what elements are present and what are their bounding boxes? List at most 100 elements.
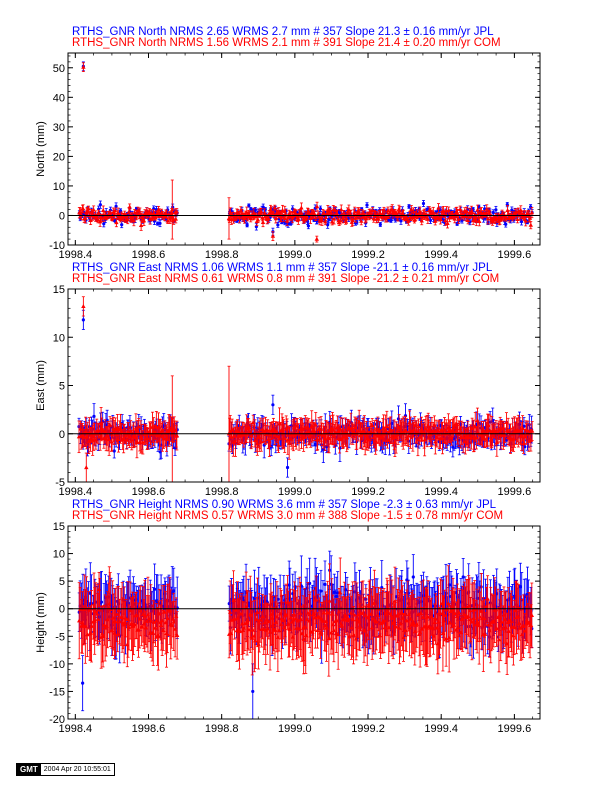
data-point-com (380, 211, 385, 216)
data-point-com (381, 207, 387, 212)
data-point-jpl (271, 403, 275, 407)
data-point-com (284, 218, 290, 223)
data-point-jpl (327, 217, 331, 221)
data-point-com (406, 218, 411, 223)
data-point-jpl (120, 223, 124, 227)
data-point-com (88, 218, 93, 223)
data-point-com (109, 439, 114, 444)
x-tick-label: 1999.4 (424, 249, 458, 261)
plot-frame (67, 52, 541, 246)
data-point-com (131, 218, 137, 223)
data-point-com (321, 210, 327, 215)
chart-title-jpl: RTHS_GNR North NRMS 2.65 WRMS 2.7 mm # 3… (72, 26, 494, 38)
data-point-jpl (428, 218, 433, 222)
data-point-com (465, 217, 471, 222)
data-point-com (376, 216, 381, 221)
data-point-com (281, 215, 287, 220)
data-point-jpl (326, 223, 330, 227)
data-point-com (86, 438, 91, 443)
data-point-jpl (112, 449, 116, 453)
data-point-com (107, 422, 113, 427)
chart-panel-north: RTHS_GNR North NRMS 2.65 WRMS 2.7 mm # 3… (35, 26, 541, 261)
data-point-com (385, 208, 391, 213)
data-point-com (127, 204, 132, 209)
data-point-com (397, 208, 403, 213)
data-point-jpl (399, 219, 403, 223)
data-point-jpl (102, 222, 106, 226)
y-tick-label: -10 (49, 240, 65, 252)
x-tick-label: 1999.0 (278, 249, 312, 261)
data-point-com (446, 208, 451, 213)
data-point-com (475, 207, 480, 212)
data-point-com (477, 219, 482, 224)
data-point-com (260, 219, 266, 224)
data-point-com (95, 217, 101, 222)
data-point-com (419, 218, 424, 223)
data-point-com (147, 209, 152, 214)
data-point-com (264, 214, 269, 219)
data-point-com (165, 218, 170, 223)
data-point-com (83, 215, 88, 220)
data-point-com (81, 64, 86, 69)
data-point-com (338, 218, 343, 223)
data-point-com (370, 208, 375, 213)
chart-panel-east: RTHS_GNR East NRMS 1.06 WRMS 1.1 mm # 35… (35, 262, 541, 498)
data-point-com (86, 206, 91, 211)
data-point-jpl (285, 465, 290, 470)
data-point-com (101, 208, 106, 213)
data-point-com (136, 424, 141, 429)
data-point-com (270, 233, 276, 238)
data-point-com (78, 426, 83, 431)
data-point-com (112, 208, 118, 213)
data-point-com (170, 207, 175, 212)
data-point-com (153, 215, 158, 220)
data-point-com (329, 219, 335, 224)
data-point-com (280, 207, 285, 212)
data-point-jpl (114, 204, 118, 208)
y-tick-label: 10 (53, 181, 65, 193)
data-point-com (279, 214, 284, 219)
data-point-com (85, 209, 90, 214)
data-point-com (226, 216, 232, 221)
data-point-com (266, 216, 271, 221)
data-point-com (425, 216, 431, 221)
data-point-com (314, 236, 320, 241)
data-point-com (452, 216, 457, 221)
data-point-jpl (81, 318, 85, 322)
data-point-com (116, 437, 121, 442)
data-point-com (141, 218, 147, 223)
data-point-com (329, 210, 334, 215)
data-point-jpl (276, 223, 280, 227)
x-tick-label: 1999.6 (498, 249, 532, 261)
data-point-jpl (523, 445, 527, 449)
data-point-com (97, 219, 103, 224)
data-point-jpl (365, 203, 369, 207)
data-point-com (409, 206, 414, 211)
data-point-com (352, 209, 357, 214)
data-point-com (344, 216, 349, 221)
data-point-com (464, 208, 469, 213)
data-point-com (125, 217, 130, 222)
data-point-com (527, 215, 533, 220)
data-point-com (138, 222, 144, 227)
data-point-com (174, 209, 179, 214)
data-point-com (443, 218, 448, 223)
x-tick-label: 1998.8 (205, 249, 239, 261)
data-point-com (169, 209, 174, 214)
x-tick-label: 1999.2 (351, 249, 385, 261)
data-point-com (485, 216, 490, 221)
data-point-com (529, 210, 535, 215)
data-point-jpl (494, 208, 498, 212)
data-point-com (259, 209, 264, 214)
y-tick-label: 40 (53, 92, 65, 104)
data-point-com (528, 222, 534, 227)
chart-title-com: RTHS_GNR East NRMS 0.61 WRMS 0.8 mm # 39… (72, 273, 499, 285)
y-tick-label: 50 (53, 63, 65, 75)
y-tick-label: 0 (59, 210, 65, 222)
data-point-com (442, 211, 447, 216)
data-point-jpl (318, 207, 323, 211)
data-point-com (456, 216, 461, 221)
data-point-jpl (253, 208, 257, 212)
data-point-com (308, 215, 313, 220)
data-point-com (134, 439, 140, 444)
